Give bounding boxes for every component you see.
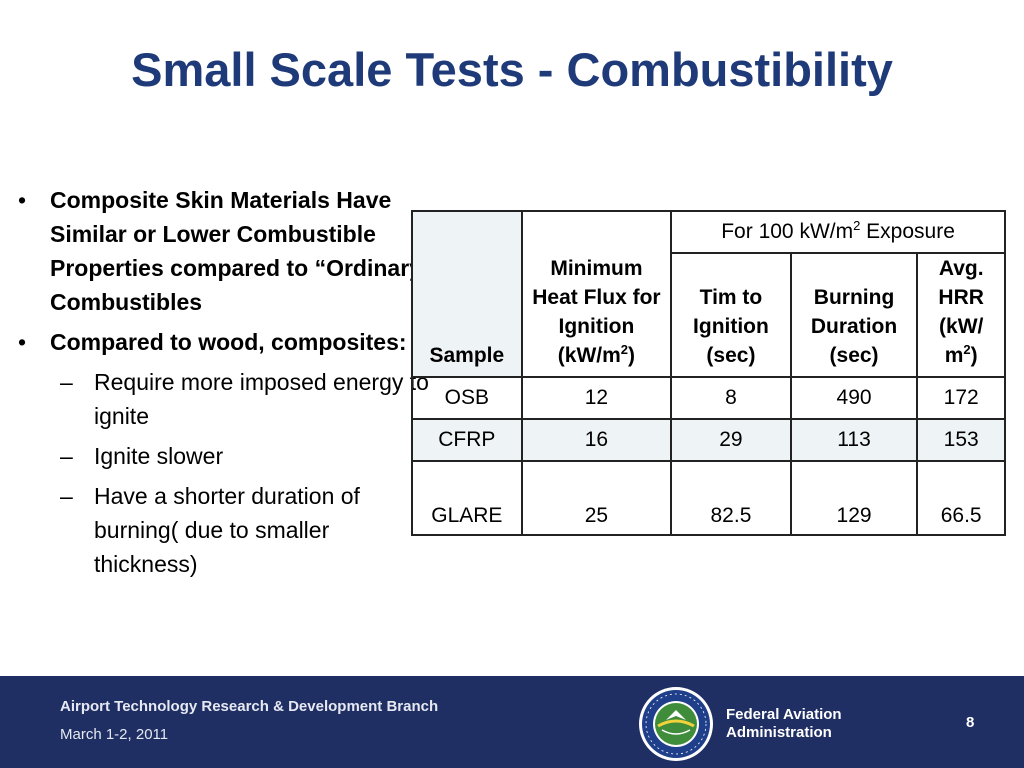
bullet-text: Composite Skin Materials Have Similar or…: [50, 187, 434, 315]
bullet-item: • Compared to wood, composites:: [14, 325, 434, 359]
sub-bullet-mark: –: [60, 369, 73, 395]
cell-time: 82.5: [670, 460, 792, 536]
sub-bullet-text: Ignite slower: [94, 443, 224, 469]
sub-bullet-item: – Require more imposed energy to ignite: [14, 365, 434, 433]
cell-duration: 490: [789, 376, 919, 420]
header-sample: Sample: [411, 210, 523, 378]
header-exposure-group: For 100 kW/m2 Exposure: [670, 210, 1006, 254]
combustibility-table: Sample Minimum Heat Flux for Ignition (k…: [411, 210, 1006, 536]
table-row: CFRP 16 29 113 153: [411, 418, 1006, 462]
cell-hrr: 153: [916, 418, 1006, 462]
footer-org: Federal Aviation Administration: [726, 706, 842, 741]
footer-date: March 1-2, 2011: [60, 726, 169, 743]
cell-hrr: 172: [916, 376, 1006, 420]
bullet-item: • Composite Skin Materials Have Similar …: [14, 183, 434, 319]
header-avg-hrr: Avg. HRR (kW/ m2): [916, 252, 1006, 378]
faa-seal-icon: [639, 687, 713, 761]
slide-title: Small Scale Tests - Combustibility: [131, 43, 893, 96]
cell-heat-flux: 16: [520, 418, 673, 462]
sub-bullet-text: Have a shorter duration of burning( due …: [94, 483, 360, 577]
sub-bullet-item: – Have a shorter duration of burning( du…: [14, 479, 434, 581]
cell-time: 8: [670, 376, 792, 420]
bullet-text: Compared to wood, composites:: [50, 329, 407, 355]
header-burning-duration: Burning Duration (sec): [789, 252, 919, 378]
table-row: GLARE 25 82.5 129 66.5: [411, 460, 1006, 536]
cell-time: 29: [670, 418, 792, 462]
footer-branch: Airport Technology Research & Developmen…: [60, 698, 439, 715]
cell-sample: CFRP: [411, 418, 523, 462]
bullet-mark: •: [18, 329, 27, 355]
sub-bullet-text: Require more imposed energy to ignite: [94, 369, 429, 429]
sub-bullet-mark: –: [60, 483, 73, 509]
cell-hrr: 66.5: [916, 460, 1006, 536]
cell-sample: OSB: [411, 376, 523, 420]
footer-bar: Airport Technology Research & Developmen…: [0, 676, 1024, 768]
table-row: OSB 12 8 490 172: [411, 376, 1006, 420]
cell-duration: 129: [789, 460, 919, 536]
cell-heat-flux: 25: [520, 460, 673, 536]
header-time-to-ignition: Tim to Ignition (sec): [670, 252, 792, 378]
cell-heat-flux: 12: [520, 376, 673, 420]
page-number: 8: [966, 714, 975, 731]
bullet-mark: •: [18, 187, 27, 213]
cell-sample: GLARE: [411, 460, 523, 536]
cell-duration: 113: [789, 418, 919, 462]
sub-bullet-item: – Ignite slower: [14, 439, 434, 473]
bullet-list: • Composite Skin Materials Have Similar …: [14, 183, 434, 587]
header-heat-flux: Minimum Heat Flux for Ignition (kW/m2): [520, 210, 673, 378]
sub-bullet-mark: –: [60, 443, 73, 469]
